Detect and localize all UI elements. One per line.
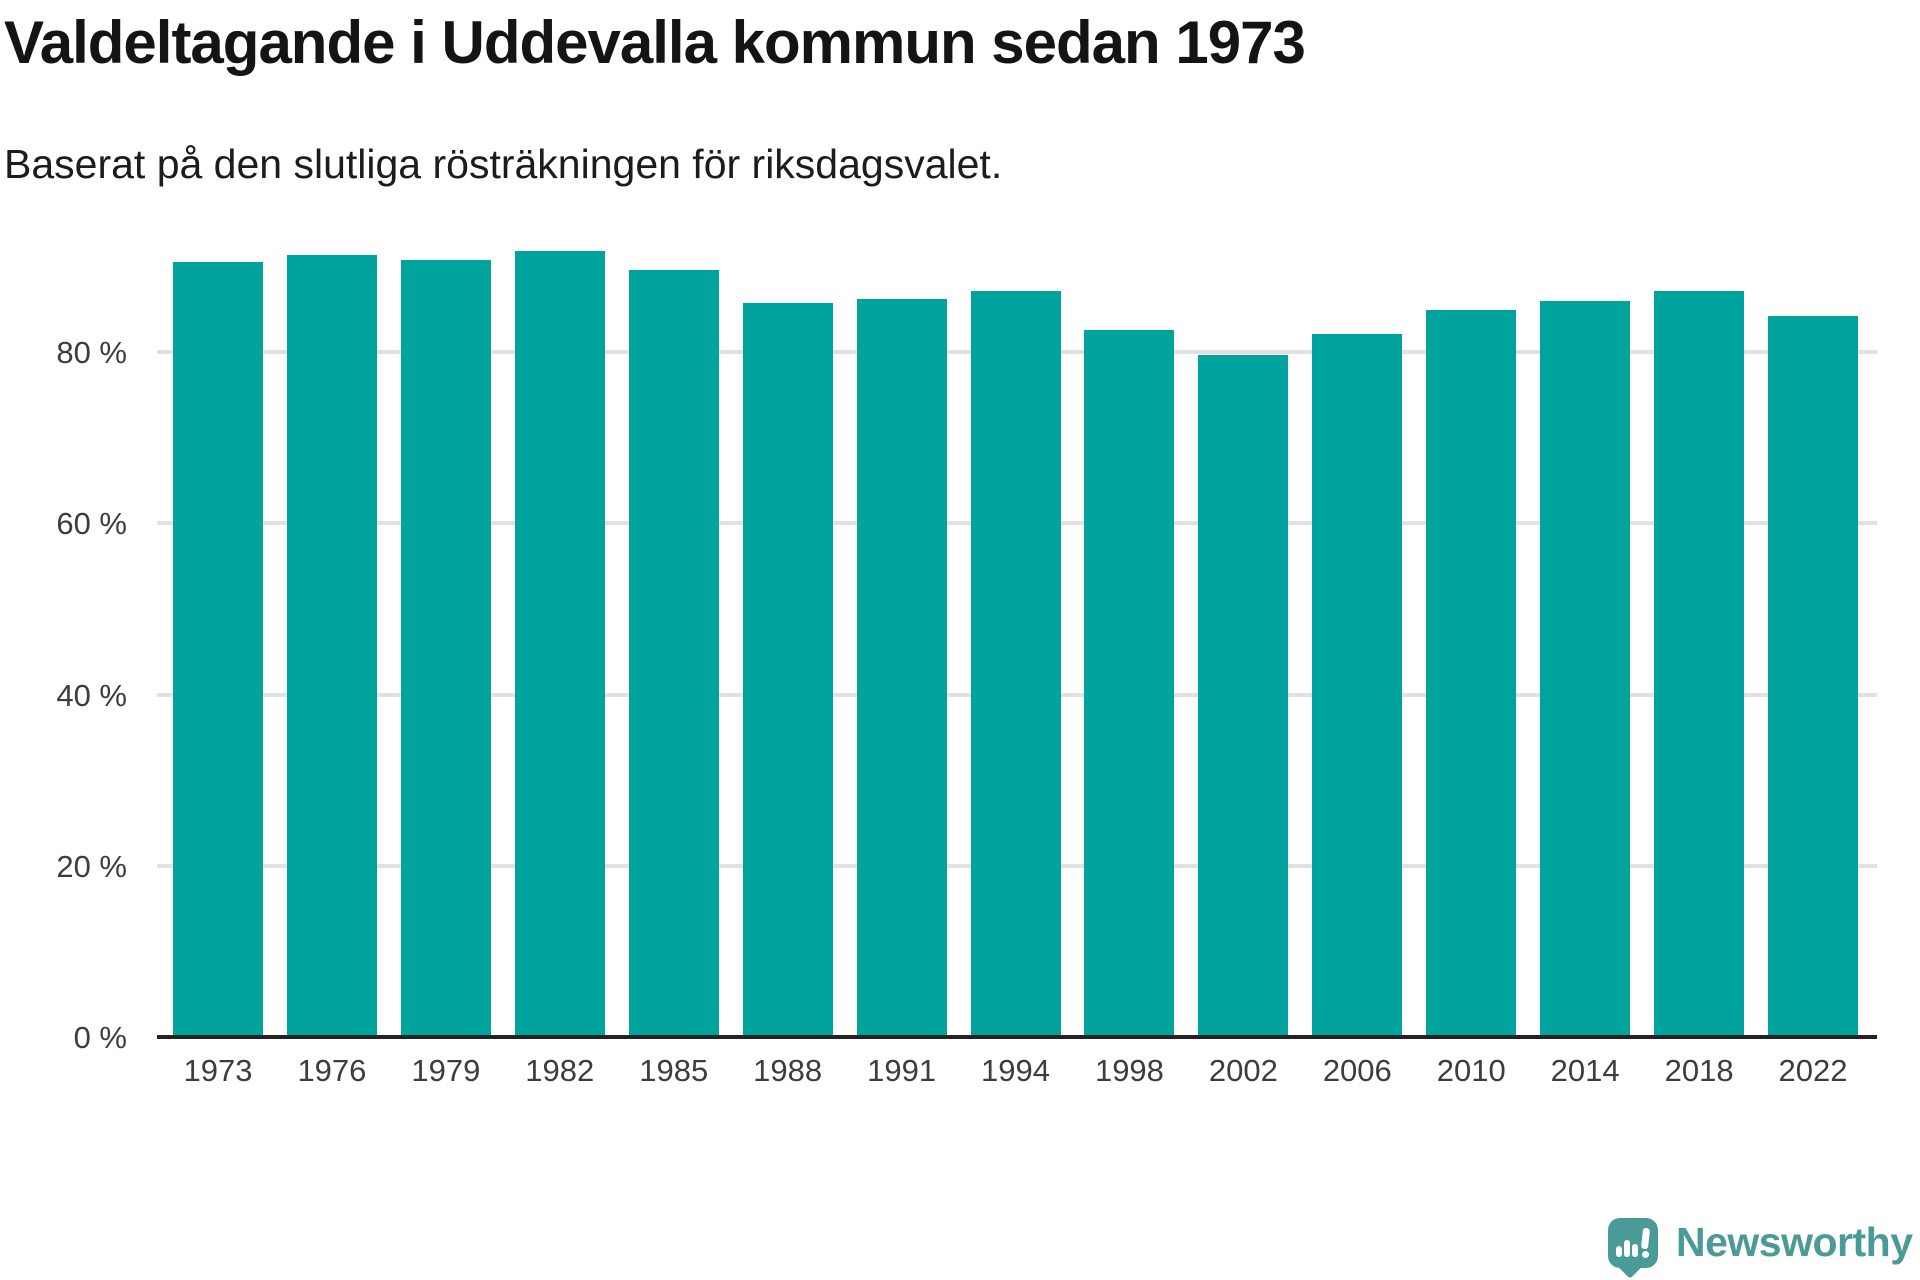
x-axis-tick-label: 1973 — [183, 1053, 253, 1088]
x-axis-tick-label: 1998 — [1094, 1053, 1164, 1088]
bar-1998 — [1084, 329, 1175, 1037]
logo-wordmark: Newsworthy — [1676, 1218, 1913, 1265]
newsworthy-pin-barchart-icon — [1608, 1218, 1658, 1279]
bar-2002 — [1198, 354, 1289, 1037]
x-axis-tick-label: 1985 — [639, 1053, 709, 1088]
x-axis-tick-label: 2002 — [1208, 1053, 1278, 1088]
x-axis-tick-label: 1994 — [981, 1053, 1050, 1088]
bar-2010 — [1426, 310, 1517, 1037]
bar-2018 — [1654, 291, 1745, 1037]
bar-1979 — [400, 259, 491, 1037]
logo-chart-bar-icon — [1624, 1240, 1630, 1257]
logo-chart-bar-icon — [1616, 1246, 1622, 1257]
logo-chart-bar-icon — [1632, 1244, 1638, 1257]
x-axis-tick-label: 1979 — [411, 1053, 481, 1088]
bar-2006 — [1312, 334, 1403, 1037]
bar-1973 — [173, 262, 263, 1037]
logo-exclamation-dot-icon — [1642, 1251, 1649, 1258]
x-axis-tick-label: 2010 — [1436, 1053, 1506, 1088]
chart-subtitle: Baserat på den slutliga rösträkningen fö… — [4, 141, 1003, 187]
x-axis-tick-label: 2014 — [1550, 1053, 1620, 1088]
chart-title: Valdeltagande i Uddevalla kommun sedan 1… — [4, 9, 1306, 76]
x-axis-tick-label: 1988 — [753, 1053, 823, 1088]
x-axis-tick-label: 1991 — [867, 1053, 937, 1088]
bar-1985 — [628, 270, 719, 1037]
bar-1976 — [286, 255, 377, 1037]
x-axis-tick-label: 1976 — [297, 1053, 367, 1088]
bar-1982 — [514, 251, 605, 1037]
y-axis-tick-label: 0 % — [73, 1020, 127, 1055]
y-axis-tick-label: 80 % — [56, 335, 127, 371]
y-axis-tick-label: 20 % — [56, 848, 127, 884]
bar-1994 — [970, 290, 1061, 1037]
y-axis-tick-label: 40 % — [56, 677, 127, 713]
newsworthy-logo: Newsworthy — [1608, 1210, 1913, 1279]
y-axis-tick-label: 60 % — [56, 506, 127, 542]
x-axis-tick-label: 2022 — [1778, 1053, 1848, 1088]
x-axis-tick-label: 2018 — [1664, 1053, 1734, 1088]
bar-2014 — [1540, 300, 1631, 1037]
bar-1988 — [742, 302, 833, 1037]
x-axis-line — [157, 1035, 1877, 1039]
bar-1991 — [856, 299, 947, 1037]
x-axis-tick-label: 1982 — [525, 1053, 595, 1088]
plot-area — [157, 181, 1877, 1039]
bar-2022 — [1768, 316, 1859, 1037]
x-axis-tick-label: 2006 — [1322, 1053, 1392, 1088]
